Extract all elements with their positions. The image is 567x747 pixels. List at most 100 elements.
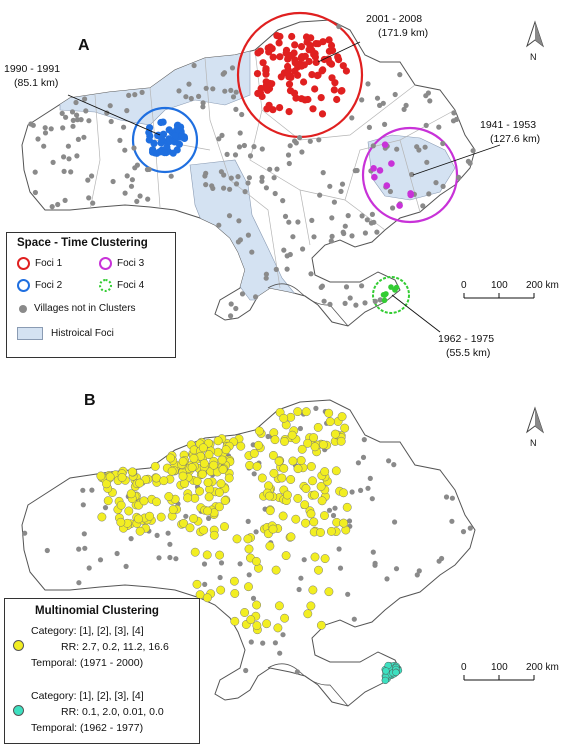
foci-1-village-dot <box>297 95 306 103</box>
north-label-a: N <box>530 52 537 62</box>
village-dot <box>247 153 254 159</box>
village-dot-b <box>365 485 371 491</box>
foci-1-village-dot <box>275 39 283 47</box>
village-dot <box>188 95 194 102</box>
village-dot <box>82 96 88 102</box>
village-dot <box>124 108 130 114</box>
village-dot <box>338 188 344 194</box>
village-dot <box>467 160 473 166</box>
foci-3-village-dot <box>388 160 395 167</box>
village-dot <box>307 138 313 144</box>
village-dot <box>139 89 145 95</box>
village-dot <box>168 173 174 179</box>
cluster-1-village-dot <box>309 517 319 527</box>
legend-foci-1-label: Foci 1 <box>35 258 63 269</box>
village-dot-b <box>237 561 243 567</box>
village-dot-b <box>346 518 353 524</box>
cluster-1-village-dot <box>220 522 229 532</box>
village-dot <box>390 205 396 211</box>
village-dot <box>359 283 365 289</box>
cluster-1-village-dot <box>103 496 113 506</box>
village-dot-b <box>336 546 342 552</box>
cluster-1-village-dot <box>199 525 209 535</box>
village-dot <box>203 85 209 91</box>
village-dot <box>318 284 324 290</box>
foci-1-village-dot <box>254 49 262 57</box>
foci-1-village-dot <box>312 40 320 48</box>
village-dot <box>239 291 246 297</box>
village-dot-b <box>297 425 303 432</box>
village-dot <box>108 118 114 125</box>
village-dot-b <box>330 512 337 519</box>
village-dot <box>424 159 430 165</box>
foci-3-village-dot <box>381 141 389 148</box>
cluster-1-village-dot <box>217 455 227 465</box>
cluster-1-village-dot <box>152 497 161 507</box>
cluster-1-village-dot <box>286 475 296 484</box>
village-dot <box>282 213 289 219</box>
foci-1-village-dot <box>259 59 267 67</box>
village-dot <box>134 198 140 204</box>
village-dot-b <box>248 639 254 645</box>
cluster-1-village-dot <box>309 433 319 443</box>
cluster-1-village-dot <box>105 472 115 482</box>
village-dot-b <box>218 560 225 566</box>
village-dot <box>374 95 381 101</box>
cluster-1-village-dot <box>139 496 149 506</box>
village-dot <box>259 174 265 180</box>
village-dot-b <box>173 556 179 562</box>
village-dot <box>273 266 279 272</box>
village-dot <box>364 217 370 223</box>
village-dot <box>299 149 305 155</box>
village-dot <box>69 109 76 115</box>
cluster-2-village-dot <box>382 667 390 675</box>
cluster-1-village-dot <box>320 511 329 521</box>
cluster-2-village-dot <box>392 668 400 677</box>
village-dot <box>359 213 365 219</box>
cluster-1-village-dot <box>280 437 289 446</box>
scale-tick-200-b: 200 km <box>526 662 559 673</box>
cluster-1-village-dot <box>277 473 287 483</box>
foci-1-village-dot <box>265 48 273 56</box>
village-dot <box>387 188 393 195</box>
village-swatch <box>19 304 27 313</box>
cluster-1-village-dot <box>102 479 111 489</box>
village-dot-b <box>272 640 278 646</box>
cluster-1-village-dot <box>199 459 209 468</box>
village-dot <box>246 175 252 181</box>
cluster-1-village-dot <box>185 523 195 533</box>
village-dot <box>440 183 446 189</box>
village-dot-b <box>298 575 304 581</box>
foci-1-village-dot <box>319 66 327 74</box>
cluster-1-village-dot <box>192 579 202 589</box>
village-dot <box>228 301 234 307</box>
village-dot <box>32 189 39 196</box>
legend-foci-3-label: Foci 3 <box>117 258 145 269</box>
village-dot <box>377 297 383 303</box>
village-dot <box>85 177 91 183</box>
village-dot <box>362 300 368 306</box>
village-dot <box>343 284 350 290</box>
foci-2-village-dot <box>169 149 177 157</box>
cluster-1-village-dot <box>306 509 316 519</box>
foci-1-village-dot <box>263 86 272 94</box>
foci-2-circle <box>131 106 199 174</box>
village-dot <box>241 142 247 149</box>
village-dot <box>253 294 259 300</box>
annotation-radius-foci-2: (85.1 km) <box>14 77 58 89</box>
village-dot <box>228 87 234 93</box>
cluster-1-village-dot <box>197 469 207 479</box>
annotation-years-foci-4: 1962 - 1975 <box>438 333 494 345</box>
cluster-1-village-dot <box>179 518 189 528</box>
cluster-1-village-dot <box>252 621 262 631</box>
village-dot <box>233 181 240 187</box>
village-dot <box>366 124 372 130</box>
cluster-1-village-dot <box>281 551 291 561</box>
village-dot <box>233 106 239 112</box>
village-dot <box>342 223 348 229</box>
village-dot-b <box>44 547 50 554</box>
legend-foci-2: Foci 2 <box>17 279 62 292</box>
foci-1-village-dot <box>269 53 277 61</box>
village-dot <box>300 246 306 252</box>
cluster-1-village-dot <box>251 556 261 566</box>
